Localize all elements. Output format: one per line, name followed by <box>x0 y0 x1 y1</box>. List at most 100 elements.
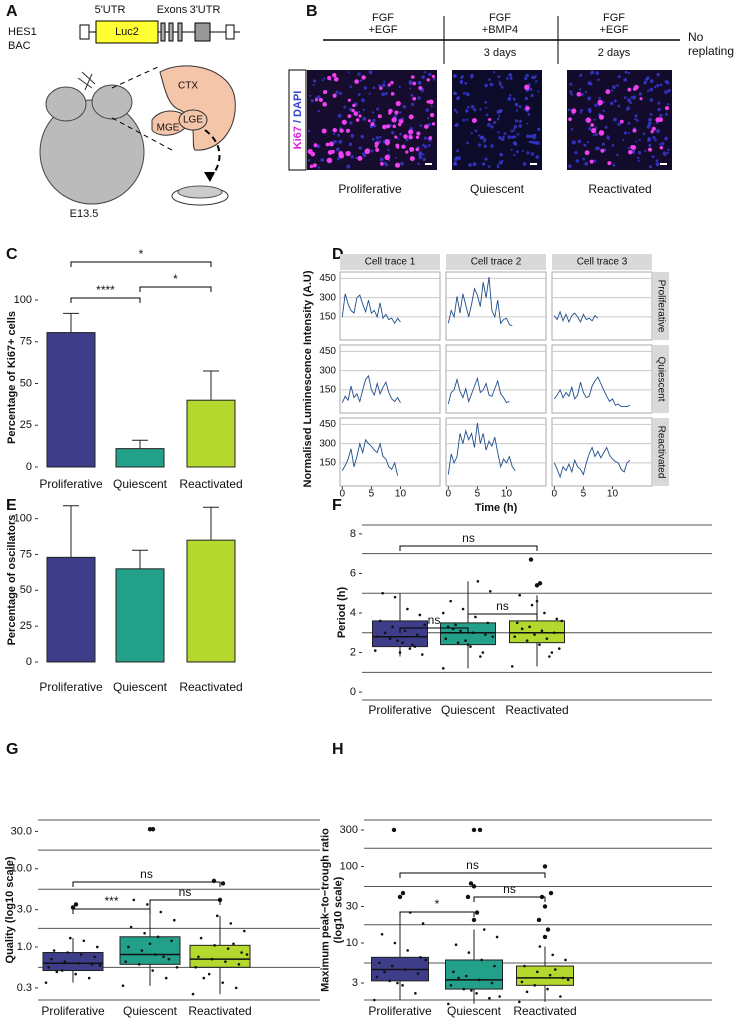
nucleus <box>588 127 592 131</box>
ki67-cell <box>415 147 420 152</box>
point <box>545 637 549 641</box>
nucleus <box>384 92 388 96</box>
trace-line <box>341 438 399 476</box>
nucleus <box>526 151 530 155</box>
nucleus <box>497 131 500 134</box>
ki67-cell <box>633 84 639 90</box>
bar <box>46 332 96 468</box>
zoom-lines <box>111 65 173 151</box>
nucleus <box>515 150 519 154</box>
nucleus <box>498 109 503 114</box>
point <box>467 951 471 954</box>
nucleus <box>496 164 500 167</box>
significance-label: ns <box>428 613 441 627</box>
ki67-cell <box>345 128 350 133</box>
facet-panel <box>339 344 441 414</box>
point <box>237 963 241 966</box>
point <box>414 992 417 995</box>
ki67-cell <box>627 149 633 155</box>
ki67-cell <box>429 112 435 118</box>
y-tick-label: 300 <box>319 365 336 376</box>
nucleus <box>347 71 350 74</box>
ki67-cell <box>382 124 387 130</box>
stain-label: Ki67 / DAPI <box>292 91 304 150</box>
nucleus <box>472 162 477 167</box>
y-tick-label: 300 <box>340 824 358 836</box>
region-label: CTX <box>178 81 198 92</box>
nucleus <box>525 134 530 138</box>
significance-label: * <box>173 272 178 286</box>
nucleus <box>505 77 509 80</box>
nucleus <box>316 95 321 100</box>
nucleus <box>514 102 519 107</box>
nucleus <box>427 123 431 127</box>
nucleus <box>488 78 491 81</box>
point <box>140 949 144 952</box>
age-label: E13.5 <box>70 208 99 220</box>
point <box>162 955 165 959</box>
point <box>538 643 541 646</box>
nucleus <box>490 144 494 148</box>
utr5-label: 5'UTR <box>95 4 126 16</box>
medium: FGF <box>372 12 394 24</box>
significance-bracket <box>467 613 538 619</box>
point <box>66 951 69 954</box>
x-tick-label: Proliferative <box>368 1004 432 1018</box>
luc2-box <box>95 20 159 44</box>
point <box>469 645 472 648</box>
utr3-label: 3'UTR <box>190 4 221 16</box>
ki67-cell <box>665 106 669 111</box>
panel-label: C <box>6 246 18 263</box>
nucleus <box>524 96 529 101</box>
point <box>543 611 546 615</box>
box <box>445 959 503 990</box>
nucleus <box>477 143 482 147</box>
nucleus <box>485 113 489 117</box>
point <box>226 947 230 951</box>
nucleus <box>529 141 532 144</box>
point <box>441 611 445 615</box>
point <box>406 949 409 952</box>
point <box>44 981 48 984</box>
point <box>381 591 384 595</box>
nucleus <box>423 70 427 74</box>
significance-bracket <box>473 896 546 902</box>
point <box>216 914 219 918</box>
nucleus <box>498 80 501 83</box>
nucleus <box>587 81 592 86</box>
stain-box <box>288 69 307 171</box>
nucleus <box>587 96 592 101</box>
point <box>538 945 542 948</box>
nucleus <box>479 108 482 111</box>
outlier <box>397 894 403 900</box>
point <box>465 974 468 978</box>
facet-panel <box>339 271 441 341</box>
ki67-cell <box>391 117 397 123</box>
nucleus <box>655 159 659 163</box>
y-tick-label: 75 <box>20 548 32 560</box>
nucleus <box>383 80 386 83</box>
ki67-cell <box>379 86 383 90</box>
significance-label: * <box>435 897 440 911</box>
point <box>488 589 492 593</box>
nucleus <box>310 99 314 103</box>
nucleus <box>569 90 573 94</box>
nucleus <box>512 141 517 145</box>
facet-panel <box>551 417 653 487</box>
nucleus <box>307 129 311 133</box>
nucleus <box>567 108 571 112</box>
nucleus <box>485 106 488 109</box>
point <box>464 639 467 642</box>
y-tick-label: 450 <box>319 419 336 430</box>
nucleus <box>667 148 670 152</box>
point <box>398 651 402 654</box>
nucleus <box>470 75 474 79</box>
point <box>406 607 409 611</box>
y-axis-label: Quality (log10 scale) <box>4 856 16 963</box>
nucleus <box>646 89 650 93</box>
outlier <box>537 581 543 586</box>
point <box>146 903 149 906</box>
outlier <box>528 557 534 562</box>
x-axis-label: Time (h) <box>475 502 518 514</box>
ki67-cell <box>364 148 371 155</box>
